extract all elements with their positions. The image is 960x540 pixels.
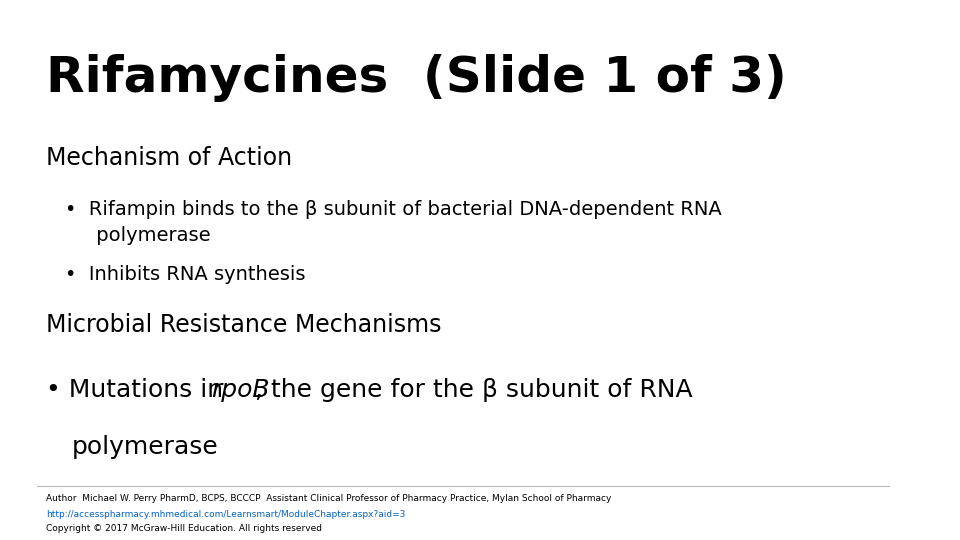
Text: Author  Michael W. Perry PharmD, BCPS, BCCCP  Assistant Clinical Professor of Ph: Author Michael W. Perry PharmD, BCPS, BC… bbox=[46, 494, 612, 503]
Text: Rifamycines  (Slide 1 of 3): Rifamycines (Slide 1 of 3) bbox=[46, 54, 787, 102]
Text: Copyright © 2017 McGraw-Hill Education. All rights reserved: Copyright © 2017 McGraw-Hill Education. … bbox=[46, 524, 323, 533]
Text: •  Inhibits RNA synthesis: • Inhibits RNA synthesis bbox=[65, 265, 305, 284]
Text: , the gene for the β subunit of RNA: , the gene for the β subunit of RNA bbox=[254, 378, 692, 402]
Text: polymerase: polymerase bbox=[72, 435, 219, 458]
Text: Microbial Resistance Mechanisms: Microbial Resistance Mechanisms bbox=[46, 313, 442, 337]
Text: http://accesspharmacy.mhmedical.com/Learnsmart/ModuleChapter.aspx?aid=3: http://accesspharmacy.mhmedical.com/Lear… bbox=[46, 510, 406, 519]
Text: •  Rifampin binds to the β subunit of bacterial DNA-dependent RNA
     polymeras: • Rifampin binds to the β subunit of bac… bbox=[65, 200, 722, 245]
Text: • Mutations in: • Mutations in bbox=[46, 378, 231, 402]
Text: rpoB: rpoB bbox=[211, 378, 270, 402]
Text: Mechanism of Action: Mechanism of Action bbox=[46, 146, 293, 170]
